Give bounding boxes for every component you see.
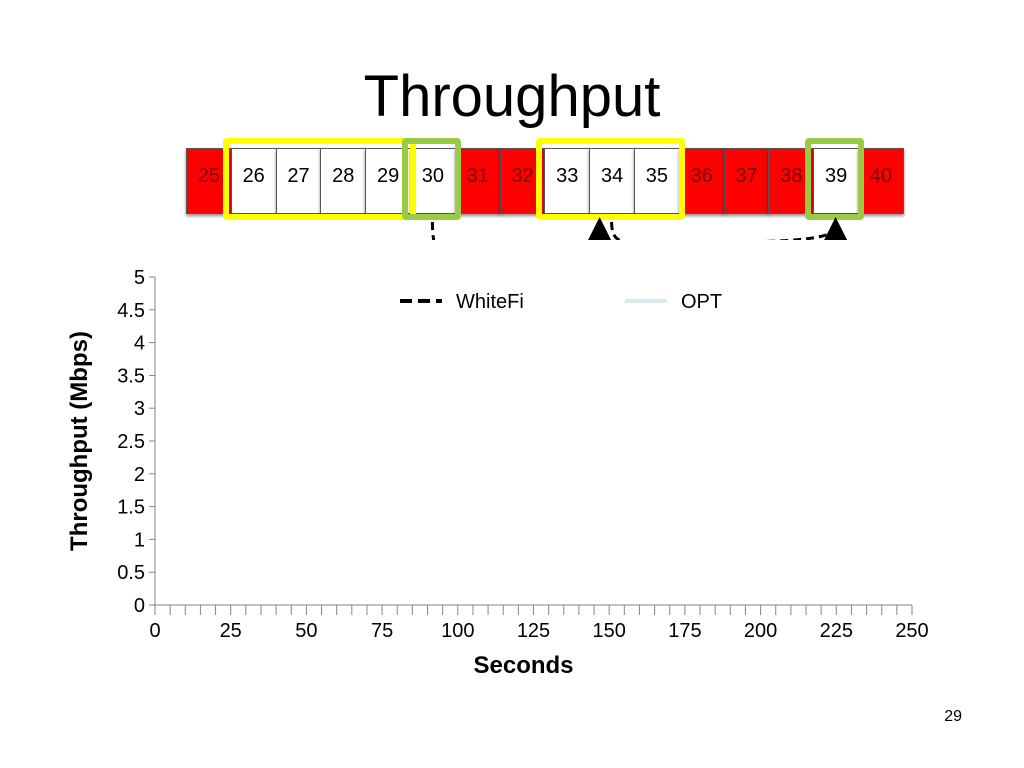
- channel-28: 28: [320, 148, 367, 214]
- x-tick-label: 125: [517, 620, 550, 642]
- y-tick-label: 0.5: [117, 562, 145, 584]
- x-tick-label: 0: [149, 620, 160, 642]
- channel-26: 26: [230, 148, 277, 214]
- channel-36: 36: [678, 148, 725, 214]
- x-axis-title: Seconds: [473, 652, 573, 679]
- channel-highlight-2: [536, 138, 685, 220]
- y-tick-label: 1: [134, 529, 145, 551]
- channel-move-arrow-1: [610, 217, 851, 240]
- channel-25: 25: [186, 148, 232, 214]
- throughput-chart: 00.511.522.533.544.550 25 50 75 100 125 150 175…: [66, 267, 929, 679]
- x-tick-label: 250: [895, 620, 928, 642]
- y-tick-label: 1.5: [117, 497, 145, 519]
- x-tick-label: 25: [220, 620, 242, 642]
- x-tick-label: 200: [744, 620, 777, 642]
- channel-39: 39: [813, 148, 859, 214]
- y-tick-label: 5: [134, 267, 145, 289]
- y-tick-label: 3.5: [117, 365, 145, 387]
- slide-title: Throughput: [363, 64, 661, 129]
- y-axis-title: Throughput (Mbps): [66, 331, 93, 551]
- x-tick-label: 150: [593, 620, 626, 642]
- channel-33: 33: [544, 148, 591, 214]
- y-tick-label: 2: [134, 464, 145, 486]
- x-tick-label: 50: [295, 620, 317, 642]
- channel-highlight-0: [222, 138, 416, 220]
- x-tick-label: 225: [820, 620, 853, 642]
- x-tick-label: 100: [441, 620, 474, 642]
- legend-label-opt: OPT: [681, 291, 722, 313]
- channel-38: 38: [768, 148, 815, 214]
- channel-27: 27: [275, 148, 322, 214]
- y-tick-label: 3: [134, 398, 145, 420]
- channel-highlight-3: [805, 138, 864, 220]
- channel-highlight-1: [402, 138, 461, 220]
- y-tick-label: 4: [134, 333, 145, 355]
- x-tick-label: 175: [668, 620, 701, 642]
- channel-29: 29: [365, 148, 411, 214]
- x-tick-label: 75: [371, 620, 393, 642]
- channel-32: 32: [499, 148, 546, 214]
- channel-40: 40: [858, 148, 904, 214]
- legend-label-whitefi: WhiteFi: [456, 291, 524, 313]
- y-tick-label: 2.5: [117, 431, 145, 453]
- channel-30: 30: [410, 148, 456, 214]
- channel-34: 34: [589, 148, 635, 214]
- page-number: 29: [944, 708, 962, 725]
- channel-31: 31: [454, 148, 501, 214]
- y-tick-label: 4.5: [117, 300, 145, 322]
- y-tick-label: 0: [134, 595, 145, 617]
- channel-37: 37: [723, 148, 770, 214]
- channel-move-arrow-0: [430, 217, 615, 240]
- channel-35: 35: [634, 148, 680, 214]
